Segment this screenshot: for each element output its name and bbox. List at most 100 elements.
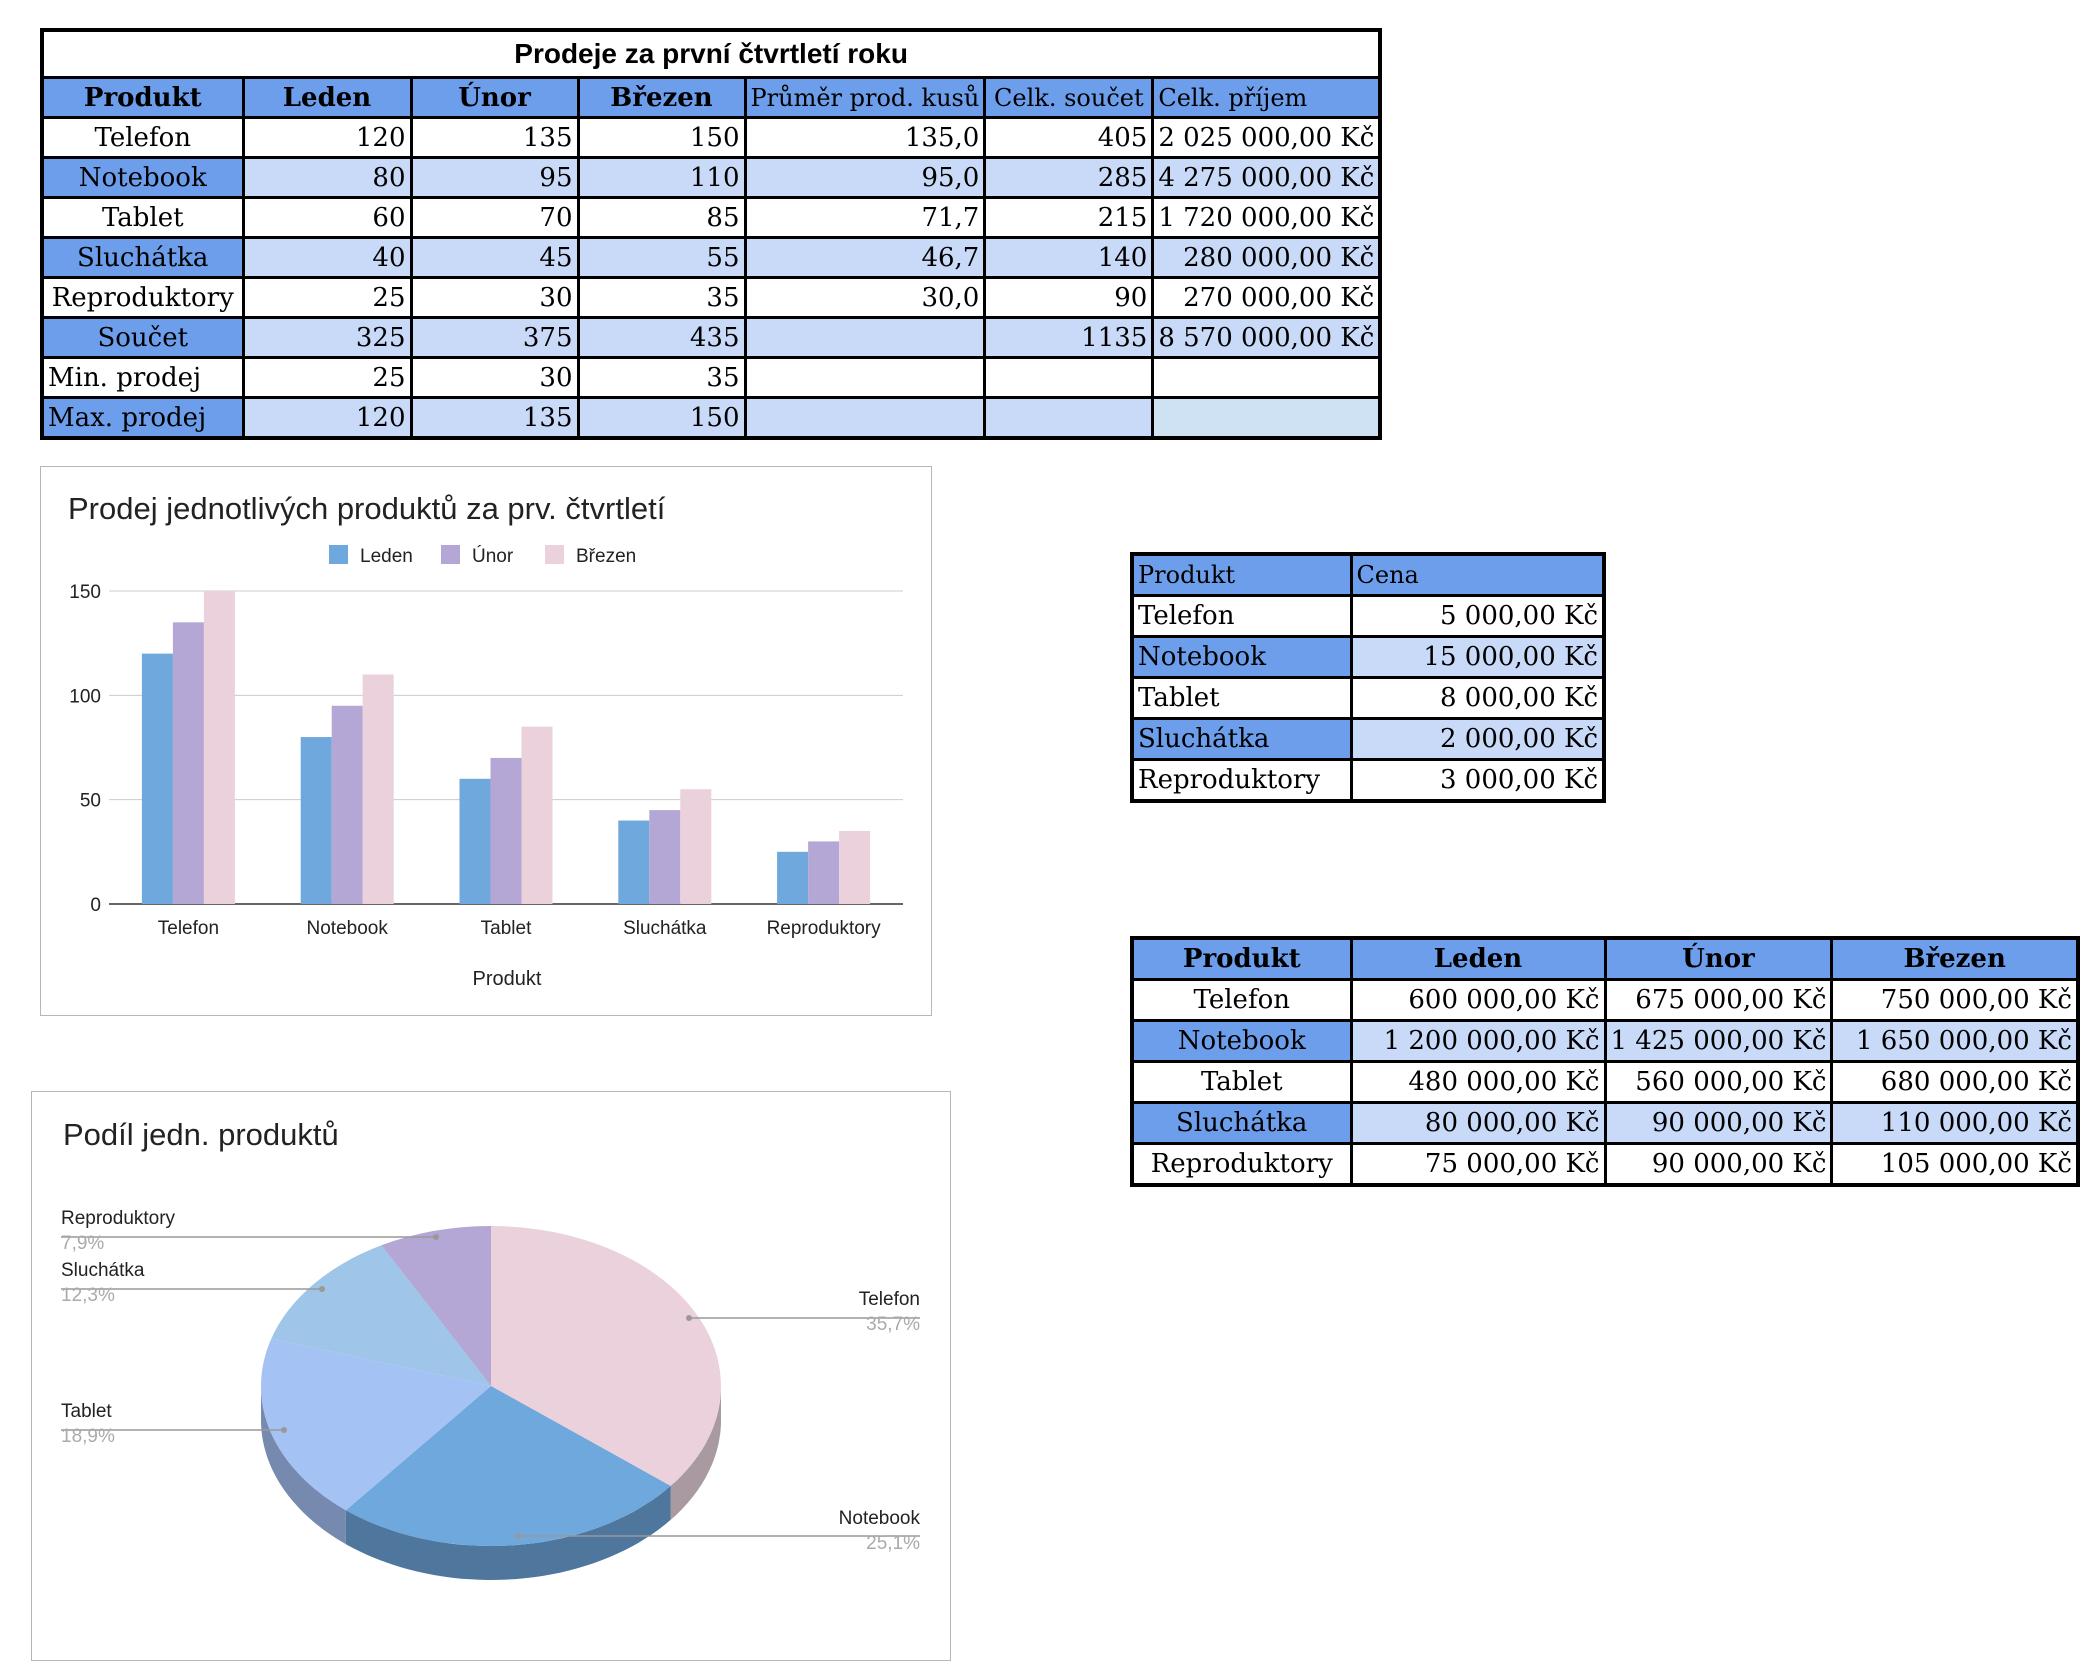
table-cell[interactable]: 8 000,00 Kč xyxy=(1349,676,1606,720)
row-label[interactable]: Reproduktory xyxy=(1130,758,1353,803)
row-label[interactable]: Součet xyxy=(40,316,245,359)
table-cell[interactable]: 30 xyxy=(409,356,580,399)
table-cell[interactable]: 4 275 000,00 Kč xyxy=(1151,156,1382,199)
price-header-cena[interactable]: Cena xyxy=(1349,552,1606,597)
pie-slice[interactable] xyxy=(260,1338,491,1511)
row-label[interactable]: Tablet xyxy=(1130,1060,1353,1104)
bar[interactable] xyxy=(618,820,650,904)
table-cell[interactable]: 95 xyxy=(409,156,580,199)
bar[interactable] xyxy=(172,622,204,904)
table-cell[interactable]: 3 000,00 Kč xyxy=(1349,758,1606,803)
row-label[interactable]: Notebook xyxy=(1130,1019,1353,1063)
table-cell[interactable]: 85 xyxy=(576,196,747,239)
pie-chart[interactable]: Podíl jedn. produktů Telefon 35,7% Noteboo… xyxy=(31,1091,951,1661)
table-cell[interactable]: 95,0 xyxy=(743,156,987,199)
table-cell[interactable]: 46,7 xyxy=(743,236,987,279)
pie-slice[interactable] xyxy=(381,1226,491,1386)
table-cell[interactable]: 120 xyxy=(241,116,413,159)
row-label[interactable]: Sluchátka xyxy=(1130,1101,1353,1145)
bar[interactable] xyxy=(649,810,681,904)
header-celk-soucet[interactable]: Celk. součet xyxy=(983,76,1155,119)
row-label[interactable]: Max. prodej xyxy=(40,396,245,440)
table-cell[interactable]: 560 000,00 Kč xyxy=(1603,1060,1834,1104)
table-cell[interactable]: 1135 xyxy=(983,316,1155,359)
table-cell[interactable]: 325 xyxy=(241,316,413,359)
table-cell[interactable]: 140 xyxy=(983,236,1155,279)
header-unor[interactable]: Únor xyxy=(409,76,580,119)
table-cell[interactable] xyxy=(983,356,1155,399)
table-cell[interactable]: 110 xyxy=(576,156,747,199)
table-cell[interactable]: 2 025 000,00 Kč xyxy=(1151,116,1382,159)
bar[interactable] xyxy=(839,830,871,904)
table-cell[interactable]: 105 000,00 Kč xyxy=(1830,1142,2080,1187)
row-label[interactable]: Sluchátka xyxy=(1130,717,1353,761)
header-leden[interactable]: Leden xyxy=(241,76,413,119)
table-cell[interactable]: 90 000,00 Kč xyxy=(1603,1142,1834,1187)
table-cell[interactable] xyxy=(743,396,987,440)
table-cell[interactable]: 71,7 xyxy=(743,196,987,239)
bar[interactable] xyxy=(141,653,173,904)
sales-table-title[interactable]: Prodeje za první čtvrtletí roku xyxy=(40,28,1382,79)
header-produkt[interactable]: Produkt xyxy=(40,76,245,119)
table-cell[interactable]: 405 xyxy=(983,116,1155,159)
bar[interactable] xyxy=(300,737,332,904)
table-cell[interactable]: 135 xyxy=(409,396,580,440)
table-cell[interactable]: 680 000,00 Kč xyxy=(1830,1060,2080,1104)
row-label[interactable]: Telefon xyxy=(40,116,245,159)
bar[interactable] xyxy=(490,757,522,904)
row-label[interactable]: Reproduktory xyxy=(1130,1142,1353,1187)
table-cell[interactable]: 750 000,00 Kč xyxy=(1830,978,2080,1022)
table-cell[interactable]: 435 xyxy=(576,316,747,359)
table-cell[interactable]: 600 000,00 Kč xyxy=(1349,978,1607,1022)
row-label[interactable]: Telefon xyxy=(1130,978,1353,1022)
table-cell[interactable]: 80 xyxy=(241,156,413,199)
table-cell[interactable]: 90 xyxy=(983,276,1155,319)
table-cell[interactable]: 40 xyxy=(241,236,413,279)
row-label[interactable]: Notebook xyxy=(1130,635,1353,679)
monthly-header-brezen[interactable]: Březen xyxy=(1830,936,2080,981)
bar[interactable] xyxy=(808,841,840,904)
table-cell[interactable]: 120 xyxy=(241,396,413,440)
table-cell[interactable]: 25 xyxy=(241,356,413,399)
bar[interactable] xyxy=(680,789,712,904)
table-cell[interactable]: 35 xyxy=(576,356,747,399)
bar-chart[interactable]: Prodej jednotlivých produktů za prv. čtv… xyxy=(40,466,932,1016)
table-cell[interactable] xyxy=(983,396,1155,440)
row-label[interactable]: Reproduktory xyxy=(40,276,245,319)
table-cell[interactable]: 8 570 000,00 Kč xyxy=(1151,316,1382,359)
table-cell[interactable]: 75 000,00 Kč xyxy=(1349,1142,1607,1187)
table-cell[interactable]: 2 000,00 Kč xyxy=(1349,717,1606,761)
table-cell[interactable]: 110 000,00 Kč xyxy=(1830,1101,2080,1145)
table-cell[interactable]: 60 xyxy=(241,196,413,239)
table-cell[interactable]: 135 xyxy=(409,116,580,159)
table-cell[interactable]: 45 xyxy=(409,236,580,279)
table-cell[interactable]: 1 650 000,00 Kč xyxy=(1830,1019,2080,1063)
table-cell[interactable]: 285 xyxy=(983,156,1155,199)
header-prumer[interactable]: Průměr prod. kusů xyxy=(743,76,987,119)
monthly-header-unor[interactable]: Únor xyxy=(1603,936,1834,981)
table-cell[interactable]: 135,0 xyxy=(743,116,987,159)
row-label[interactable]: Min. prodej xyxy=(40,356,245,399)
table-cell[interactable]: 270 000,00 Kč xyxy=(1151,276,1382,319)
row-label[interactable]: Tablet xyxy=(1130,676,1353,720)
table-cell[interactable]: 80 000,00 Kč xyxy=(1349,1101,1607,1145)
table-cell[interactable]: 480 000,00 Kč xyxy=(1349,1060,1607,1104)
table-cell[interactable]: 70 xyxy=(409,196,580,239)
table-cell[interactable]: 35 xyxy=(576,276,747,319)
table-cell[interactable]: 375 xyxy=(409,316,580,359)
header-brezen[interactable]: Březen xyxy=(576,76,747,119)
table-cell[interactable]: 30,0 xyxy=(743,276,987,319)
bar[interactable] xyxy=(777,851,809,904)
row-label[interactable]: Telefon xyxy=(1130,594,1353,638)
row-label[interactable]: Sluchátka xyxy=(40,236,245,279)
table-cell[interactable] xyxy=(743,316,987,359)
table-cell[interactable]: 25 xyxy=(241,276,413,319)
table-cell[interactable]: 90 000,00 Kč xyxy=(1603,1101,1834,1145)
row-label[interactable]: Notebook xyxy=(40,156,245,199)
table-cell[interactable]: 150 xyxy=(576,396,747,440)
table-cell[interactable] xyxy=(1151,356,1382,399)
table-cell[interactable] xyxy=(1151,396,1382,440)
table-cell[interactable]: 1 720 000,00 Kč xyxy=(1151,196,1382,239)
pie-slice[interactable] xyxy=(345,1386,671,1547)
monthly-header-leden[interactable]: Leden xyxy=(1349,936,1607,981)
